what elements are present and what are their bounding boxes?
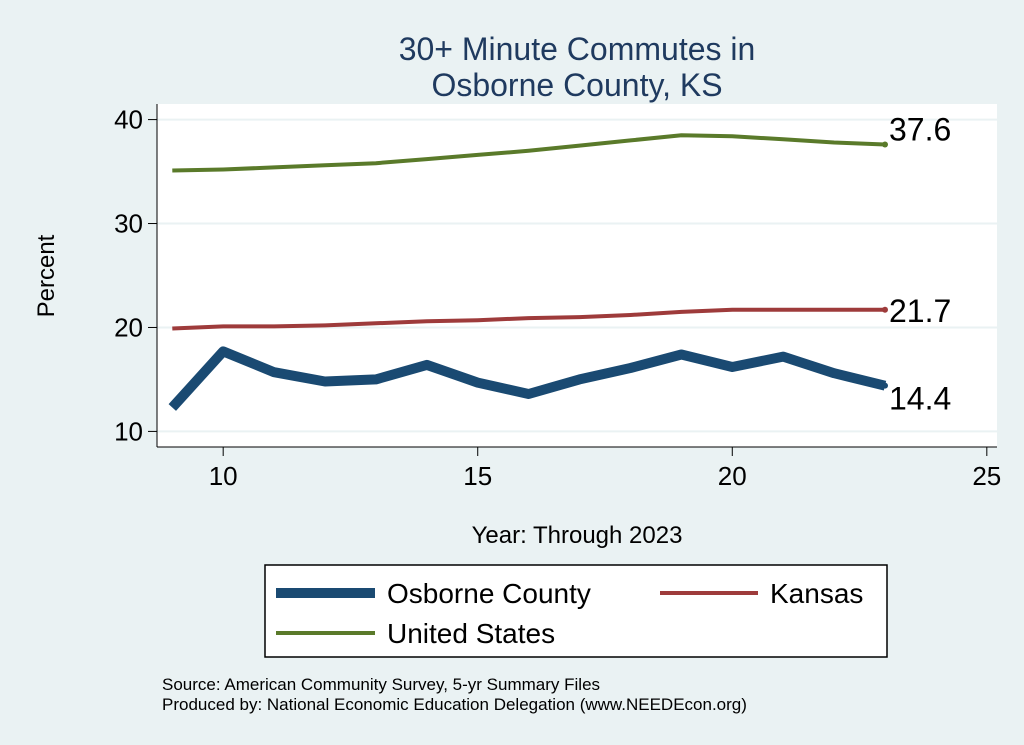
x-tick-label: 25 (972, 461, 1001, 491)
series-line-osborne-county (168, 346, 887, 411)
legend: Osborne County Kansas United States (264, 564, 888, 658)
end-point-united-states (882, 141, 888, 148)
legend-label-kansas: Kansas (770, 578, 863, 609)
x-tick-label: 20 (718, 461, 747, 491)
plot-area (157, 104, 997, 447)
series-lines (168, 133, 888, 411)
produced-by-note: Produced by: National Economic Education… (162, 695, 747, 714)
y-tick-label: 10 (114, 416, 143, 446)
legend-label-osborne-county: Osborne County (387, 578, 591, 609)
x-axis-title: Year: Through 2023 (472, 522, 683, 549)
end-label-kansas: 21.7 (889, 293, 951, 329)
legend-label-united-states: United States (387, 618, 555, 649)
chart-title: 30+ Minute Commutes in (399, 31, 756, 67)
end-labels: 14.4 21.7 37.6 (889, 112, 951, 417)
legend-box (264, 564, 888, 658)
end-label-osborne-county: 14.4 (889, 381, 951, 417)
series-line-united-states (172, 133, 886, 173)
y-axis-title: Percent (33, 234, 60, 317)
y-tick-label: 40 (114, 105, 143, 135)
ticks: 10 20 30 40 10 15 20 25 (114, 105, 1001, 491)
x-tick-label: 15 (463, 461, 492, 491)
y-tick-label: 20 (114, 312, 143, 342)
x-tick-label: 10 (209, 461, 238, 491)
end-label-united-states: 37.6 (889, 112, 951, 148)
series-line-kansas (172, 307, 885, 331)
chart-subtitle: Osborne County, KS (431, 67, 722, 103)
end-point-osborne-county (882, 382, 888, 389)
y-tick-label: 30 (114, 209, 143, 239)
end-point-kansas (882, 306, 888, 313)
source-note: Source: American Community Survey, 5-yr … (162, 675, 600, 694)
axes (156, 104, 997, 448)
